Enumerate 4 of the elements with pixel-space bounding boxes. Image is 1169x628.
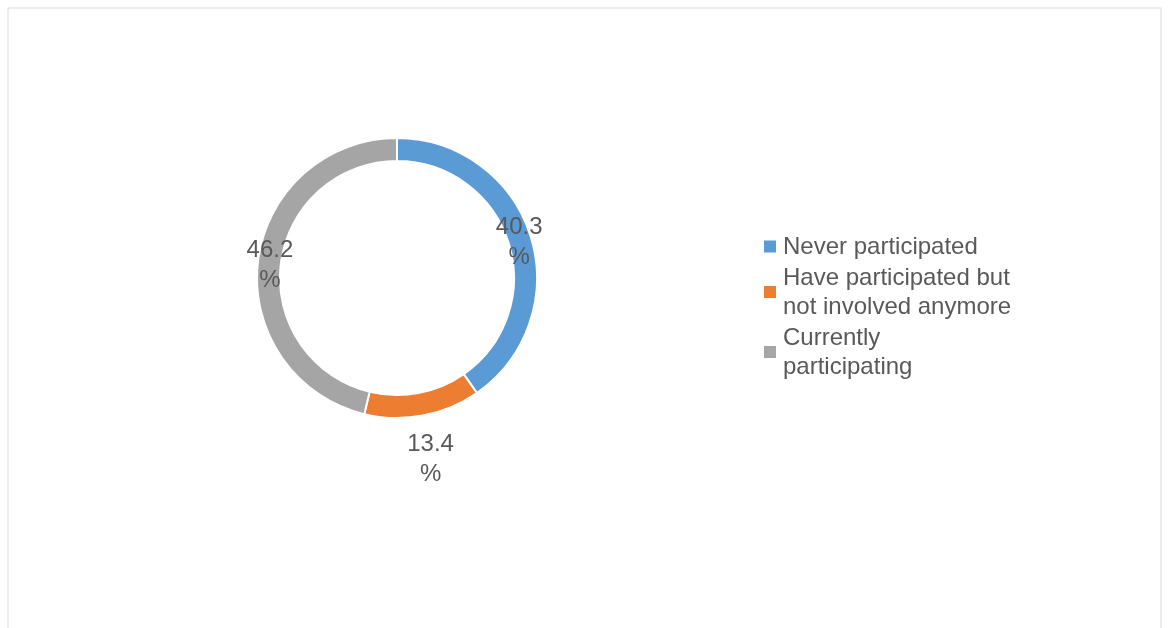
- legend-label: Never participated: [783, 232, 978, 259]
- legend-label: Have participated but not involved anymore: [783, 263, 1012, 319]
- data-label: 13.4 %: [407, 428, 454, 486]
- legend-label: Currently participating: [783, 323, 913, 379]
